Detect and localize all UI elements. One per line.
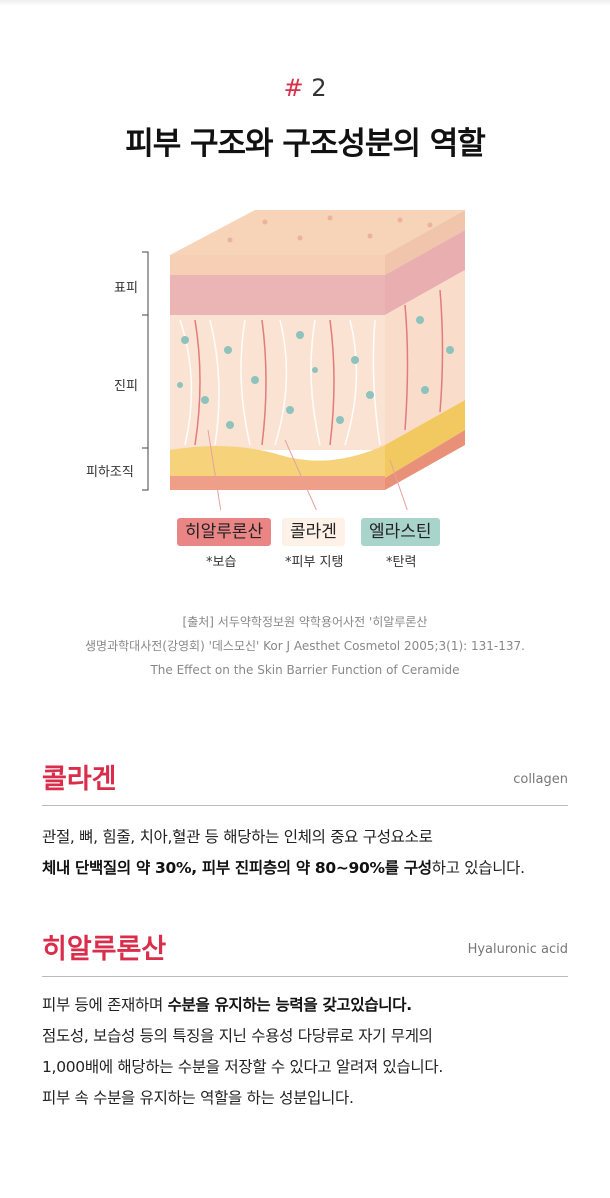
note-elastin: *탄력 bbox=[386, 555, 417, 570]
tag-hyaluronic: 히알루론산 bbox=[177, 518, 272, 546]
collagen-title: 콜라겐 bbox=[42, 764, 117, 795]
note-collagen: *피부 지탱 bbox=[285, 555, 344, 570]
collagen-en: collagen bbox=[513, 772, 568, 787]
divider bbox=[42, 976, 568, 977]
page-title: 피부 구조와 구조성분의 역할 bbox=[125, 126, 486, 162]
tag-collagen: 콜라겐 bbox=[282, 518, 345, 546]
citation: [출처] 서두약학정보원 약학용어사전 '히알루론산 생명과학대사전(강영회) … bbox=[85, 615, 525, 677]
top-divider bbox=[0, 0, 610, 6]
label-dermis: 진피 bbox=[114, 379, 138, 394]
epidermis-layer bbox=[170, 275, 385, 315]
tag-elastin: 엘라스틴 bbox=[361, 518, 440, 546]
note-hyaluronic: *보습 bbox=[206, 555, 237, 570]
label-subcutis: 피하조직 bbox=[86, 465, 134, 480]
section-number: # 2 bbox=[283, 74, 327, 102]
hyaluronic-body: 피부 등에 존재하며 수분을 유지하는 능력을 갖고있습니다. 점도성, 보습성… bbox=[42, 996, 443, 1107]
collagen-body: 관절, 뼈, 힘줄, 치아,혈관 등 해당하는 인체의 중요 구성요소로 체내 … bbox=[42, 828, 525, 877]
layer-brackets bbox=[142, 251, 149, 491]
skin-top-face bbox=[170, 210, 465, 255]
hyaluronic-en: Hyaluronic acid bbox=[467, 942, 568, 957]
divider bbox=[42, 805, 568, 806]
skin-structure-diagram bbox=[142, 210, 465, 510]
label-epidermis: 표피 bbox=[114, 281, 138, 296]
hyaluronic-title: 히알루론산 bbox=[42, 934, 167, 965]
fat-layer bbox=[170, 445, 385, 478]
